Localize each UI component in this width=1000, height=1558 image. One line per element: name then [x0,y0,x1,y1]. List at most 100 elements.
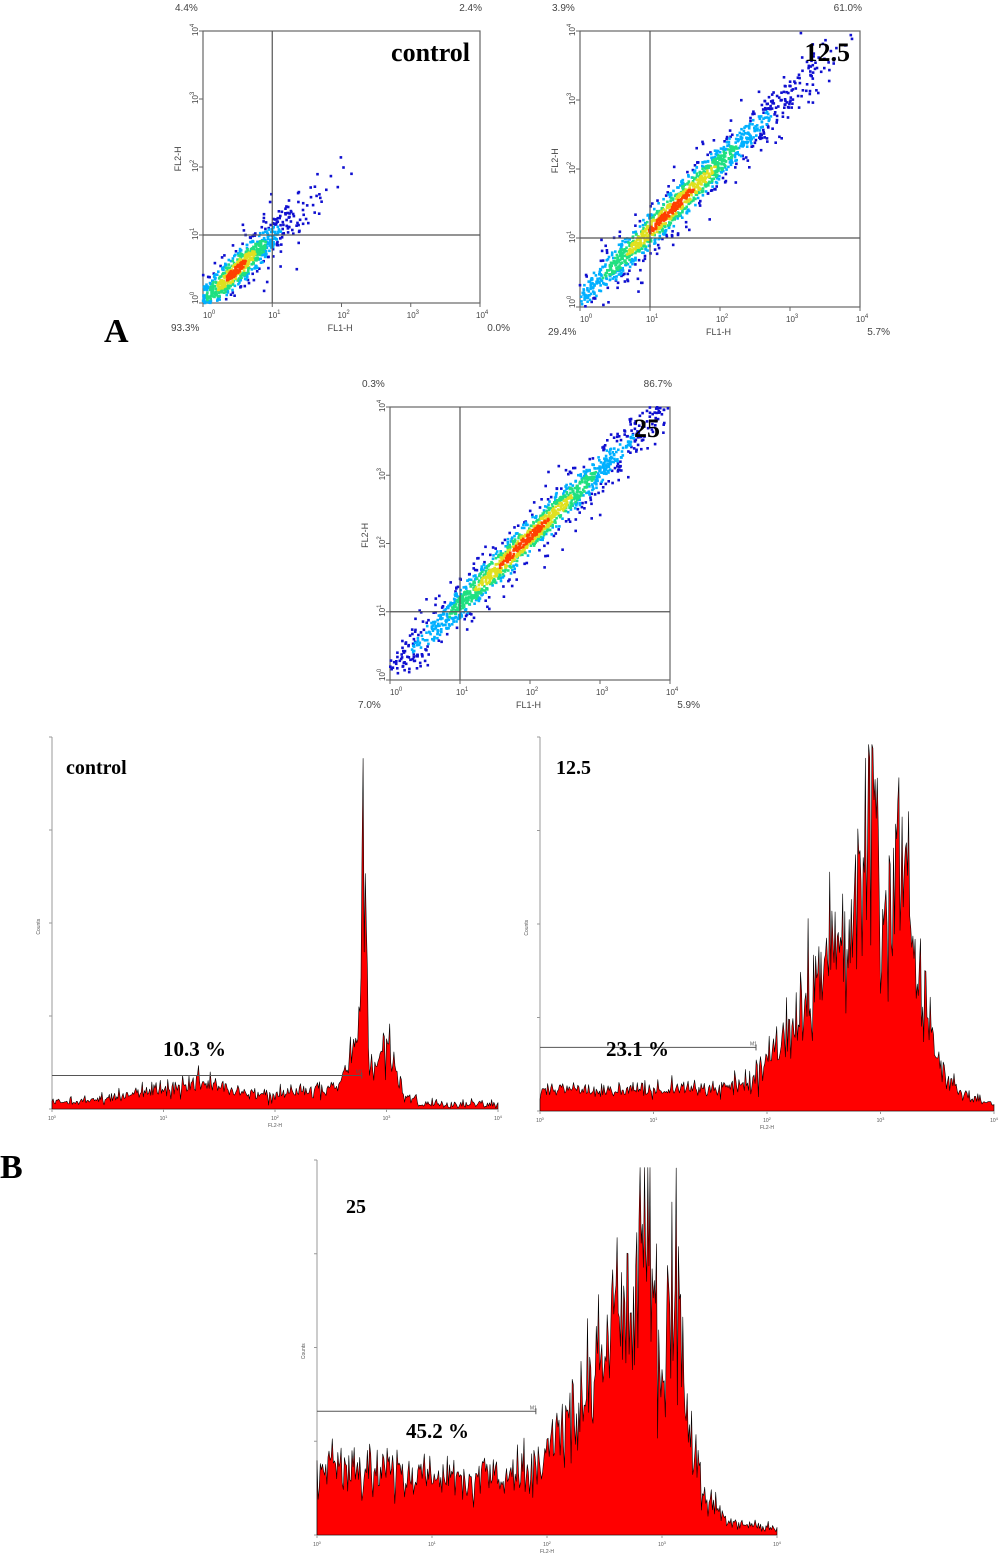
scatter-point [506,560,510,563]
scatter-point [701,142,705,146]
scatter-point [698,179,702,183]
scatter-point [465,628,469,631]
scatter-point [600,471,603,474]
scatter-point [497,567,501,571]
scatter-point [246,259,250,263]
scatter-point [538,518,541,521]
scatter-point [445,632,449,636]
scatter-point [721,166,724,170]
quadrant-lower-right: 5.9% [677,700,700,711]
scatter-point [603,273,607,277]
scatter-point [591,290,595,293]
scatter-point [437,639,441,642]
scatter-point [589,283,592,287]
scatter-point [676,205,680,208]
scatter-point [448,615,451,619]
scatter-point [259,240,263,243]
scatter-point [577,473,580,477]
scatter-point [628,244,632,248]
scatter-point [437,614,441,617]
scatter-point [406,655,409,659]
scatter-point [713,170,716,173]
scatter-point [807,66,810,70]
scatter-point [240,272,243,275]
scatter-point [621,261,624,264]
scatter-point [728,137,731,140]
scatter-point [520,526,524,530]
scatter-point [581,501,584,505]
scatter-point [600,249,604,253]
scatter-point [669,221,673,225]
scatter-point [278,229,281,232]
scatter-point [418,609,421,612]
scatter-point [827,61,830,64]
scatter-point [583,490,586,493]
scatter-point [228,286,231,290]
scatter-point [484,578,488,581]
scatter-point [539,517,543,521]
scatter-point [780,91,783,94]
scatter-point [526,554,530,557]
scatter-point [796,94,800,98]
scatter-point [619,438,623,442]
scatter-point [692,196,696,200]
scatter-point [653,207,656,211]
scatter-point [295,267,299,271]
scatter-point [252,256,256,260]
scatter-point [469,585,472,588]
scatter-point [565,492,569,495]
scatter-point [251,272,254,276]
scatter-point [757,90,761,94]
scatter-point [540,532,543,535]
scatter-point [671,230,674,233]
scatter-point [601,463,605,466]
scatter-point [604,274,608,278]
scatter-point [641,234,644,238]
scatter-point [624,263,627,267]
scatter-point [737,153,741,157]
scatter-point [231,288,234,292]
scatter-point [635,232,638,236]
scatter-point [207,286,210,290]
scatter-point [739,144,742,148]
scatter-point [725,168,728,171]
scatter-point [568,496,571,500]
scatter-point [641,230,645,233]
scatter-point [598,465,601,468]
scatter-point [469,578,473,582]
scatter-point [452,607,455,611]
scatter-point [543,526,547,530]
scatter-point [503,538,507,542]
scatter-point [434,597,438,600]
scatter-point [641,421,645,425]
scatter-point [263,247,266,250]
scatter-point [653,442,657,446]
scatter-point [618,258,622,262]
scatter-point [595,282,599,285]
scatter-point [777,96,781,99]
scatter-point [828,68,831,72]
scatter-point [583,507,586,510]
scatter-point [569,501,572,504]
scatter-point [603,467,606,471]
scatter-point [444,608,448,611]
scatter-point [657,202,660,205]
scatter-point [516,540,520,543]
scatter-point [667,193,670,196]
scatter-point [632,437,636,440]
scatter-point [517,551,520,555]
scatter-point [705,184,709,187]
scatter-point [264,221,268,224]
scatter-point [766,140,769,143]
scatter-point [564,505,568,508]
scatter-point [233,294,236,297]
scatter-point [615,275,618,278]
scatter-point [236,271,239,274]
scatter-point [602,445,606,448]
scatter-point [478,574,481,578]
scatter-point [512,564,515,568]
scatter-point [296,221,299,225]
scatter-point [537,532,540,535]
scatter-point [290,210,293,214]
scatter-point [206,285,210,288]
